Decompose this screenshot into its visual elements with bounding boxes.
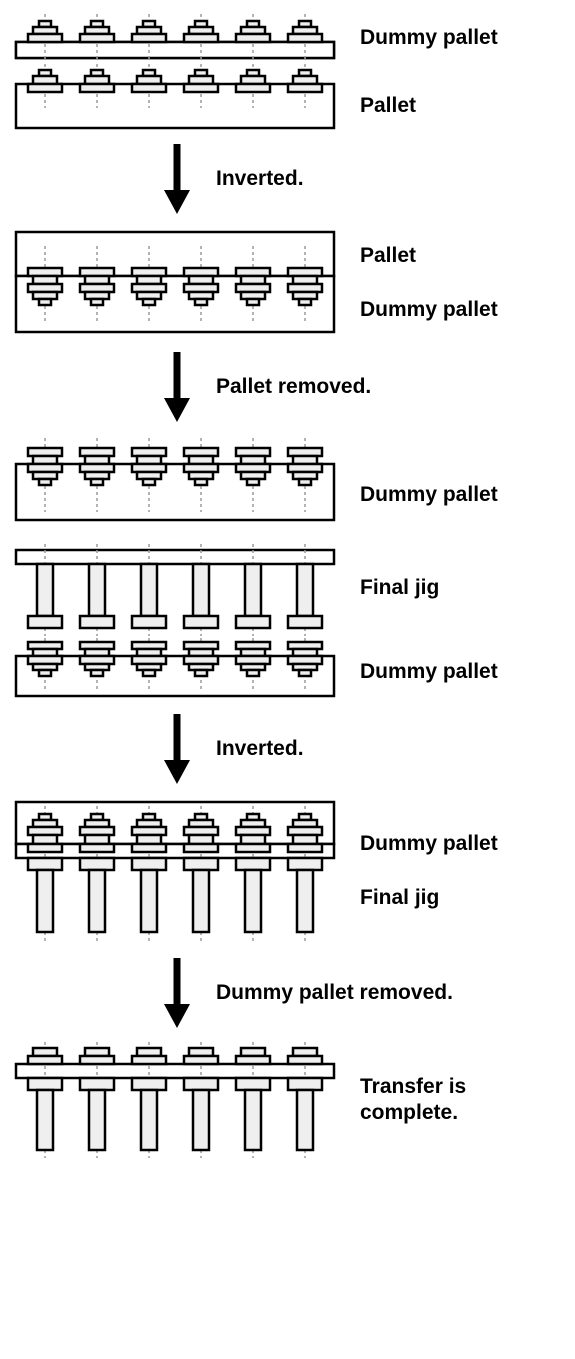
stage-1: Dummy pallet Pallet (12, 12, 563, 132)
arrow-down-icon (157, 954, 197, 1032)
stage-6: Transfer is complete. (12, 1040, 563, 1160)
stage-3-diagram (12, 434, 342, 526)
arrow-4: Dummy pallet removed. (12, 954, 563, 1032)
stage-5-diagram (12, 796, 342, 946)
stage-2-diagram (12, 226, 342, 340)
stage-3-labels: Dummy pallet (342, 452, 563, 508)
stage-2: Pallet Dummy pallet (12, 226, 563, 340)
arrow-2-label: Pallet removed. (202, 375, 371, 399)
stage-6-diagram (12, 1040, 342, 1160)
arrow-3-label: Inverted. (202, 737, 304, 761)
label-dummy-pallet: Dummy pallet (360, 659, 563, 685)
arrow-3: Inverted. (12, 710, 563, 788)
label-pallet: Pallet (360, 93, 563, 119)
stage-4-diagram (12, 544, 342, 702)
arrow-1-label: Inverted. (202, 167, 304, 191)
label-dummy-pallet: Dummy pallet (360, 25, 563, 51)
label-dummy-pallet: Dummy pallet (360, 297, 563, 323)
stage-2-labels: Pallet Dummy pallet (342, 243, 563, 324)
label-pallet: Pallet (360, 243, 563, 269)
label-final-jig: Final jig (360, 885, 563, 911)
stage-5-labels: Dummy pallet Final jig (342, 831, 563, 912)
arrow-down-icon (157, 710, 197, 788)
stage-1-diagram (12, 12, 342, 132)
stage-3: Dummy pallet (12, 434, 563, 526)
stage-6-labels: Transfer is complete. (342, 1074, 563, 1127)
stage-1-labels: Dummy pallet Pallet (342, 25, 563, 120)
label-dummy-pallet: Dummy pallet (360, 831, 563, 857)
arrow-2: Pallet removed. (12, 348, 563, 426)
label-transfer-complete: Transfer is complete. (360, 1074, 563, 1127)
arrow-4-label: Dummy pallet removed. (202, 981, 453, 1005)
label-dummy-pallet: Dummy pallet (360, 482, 563, 508)
arrow-down-icon (157, 140, 197, 218)
stage-4-labels: Final jig Dummy pallet (342, 561, 563, 686)
arrow-1: Inverted. (12, 140, 563, 218)
stage-4: Final jig Dummy pallet (12, 544, 563, 702)
label-final-jig: Final jig (360, 575, 563, 601)
arrow-down-icon (157, 348, 197, 426)
stage-5: Dummy pallet Final jig (12, 796, 563, 946)
